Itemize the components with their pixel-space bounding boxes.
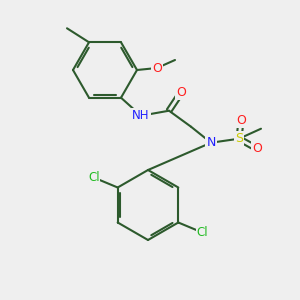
Text: O: O — [252, 142, 262, 155]
Text: S: S — [235, 132, 243, 145]
Text: N: N — [206, 136, 216, 149]
Text: O: O — [176, 86, 186, 99]
Text: O: O — [152, 61, 162, 74]
Text: NH: NH — [132, 109, 150, 122]
Text: Cl: Cl — [196, 226, 208, 239]
Text: O: O — [236, 114, 246, 127]
Text: Cl: Cl — [88, 171, 100, 184]
